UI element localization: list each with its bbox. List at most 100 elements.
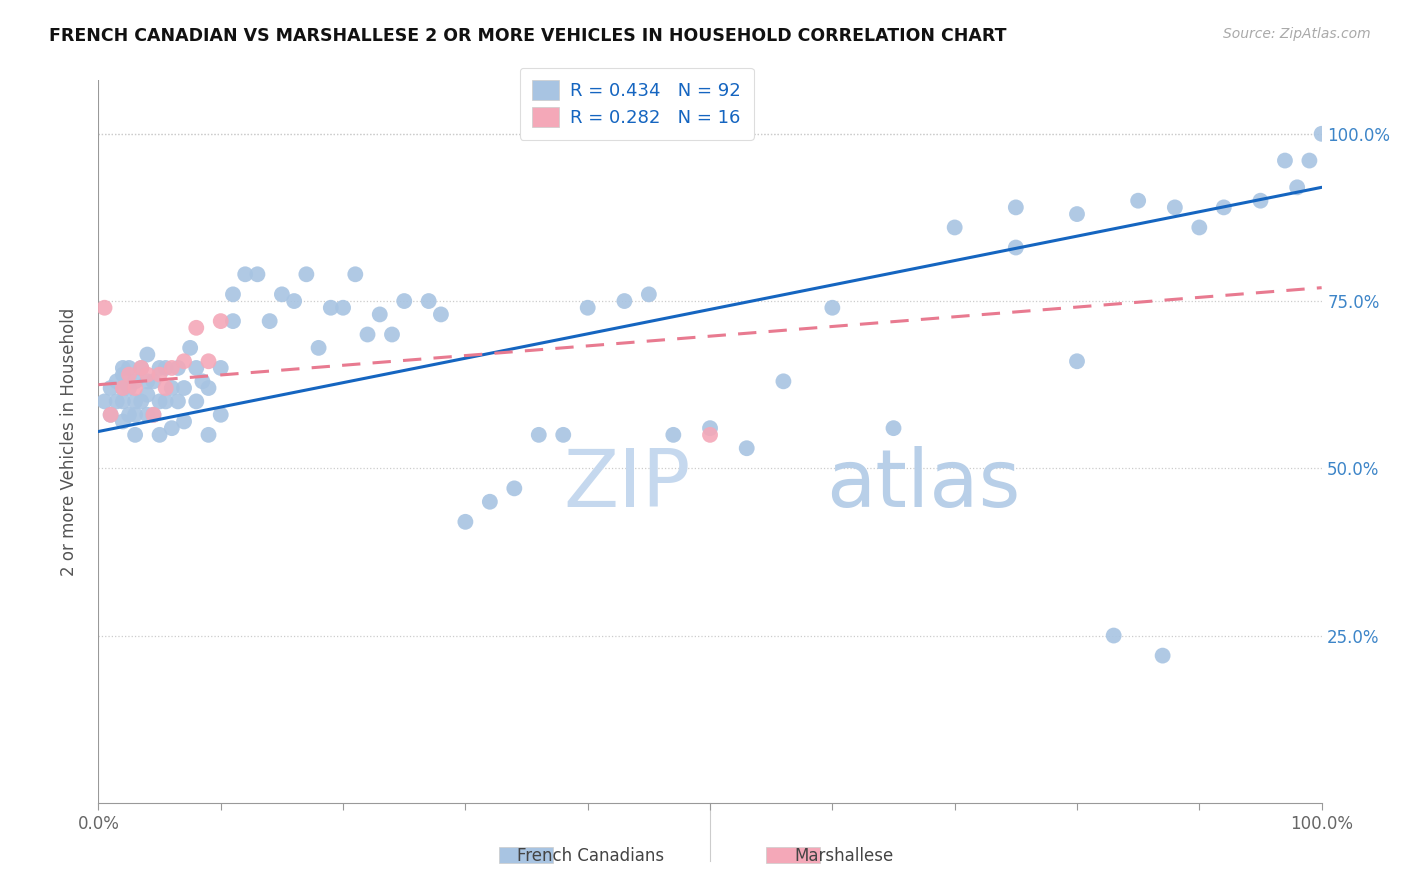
Point xyxy=(735,442,758,455)
Point xyxy=(1286,180,1309,194)
Y-axis label: 2 or more Vehicles in Household: 2 or more Vehicles in Household xyxy=(59,308,77,575)
Text: FRENCH CANADIAN VS MARSHALLESE 2 OR MORE VEHICLES IN HOUSEHOLD CORRELATION CHART: FRENCH CANADIAN VS MARSHALLESE 2 OR MORE… xyxy=(49,27,1007,45)
Point xyxy=(111,414,134,429)
Point xyxy=(883,421,905,435)
Point xyxy=(270,287,294,301)
Point xyxy=(100,381,122,395)
Point xyxy=(142,408,165,422)
Point xyxy=(1152,648,1174,663)
Point xyxy=(943,220,966,235)
Point xyxy=(93,301,115,315)
Point xyxy=(699,421,721,435)
Point xyxy=(1004,201,1026,215)
Point xyxy=(124,381,146,395)
Point xyxy=(430,307,453,322)
Point xyxy=(1102,628,1125,642)
Legend: R = 0.434   N = 92, R = 0.282   N = 16: R = 0.434 N = 92, R = 0.282 N = 16 xyxy=(520,68,754,140)
Point xyxy=(118,408,141,422)
Point xyxy=(527,427,550,442)
Point xyxy=(613,294,636,309)
Point xyxy=(167,361,190,376)
Point xyxy=(553,427,575,442)
Point xyxy=(1298,153,1320,168)
Point xyxy=(1310,127,1333,141)
Text: Source: ZipAtlas.com: Source: ZipAtlas.com xyxy=(1223,27,1371,41)
Point xyxy=(160,421,183,435)
Point xyxy=(209,314,232,328)
Point xyxy=(105,394,128,409)
Point xyxy=(209,408,232,422)
Point xyxy=(186,394,208,409)
Point xyxy=(319,301,342,315)
Point xyxy=(179,341,201,355)
Point xyxy=(295,268,318,282)
Point xyxy=(100,408,122,422)
Point xyxy=(124,408,146,422)
Point xyxy=(142,408,165,422)
Point xyxy=(129,361,152,376)
Point xyxy=(142,375,165,389)
Point xyxy=(124,375,146,389)
Point xyxy=(155,361,177,376)
Point xyxy=(155,381,177,395)
Point xyxy=(173,381,195,395)
Point xyxy=(821,301,844,315)
Point xyxy=(191,375,214,389)
Point xyxy=(576,301,599,315)
Point xyxy=(259,314,281,328)
Point xyxy=(332,301,354,315)
Point xyxy=(167,394,190,409)
Point xyxy=(209,361,232,376)
Point xyxy=(1066,207,1088,221)
Point xyxy=(155,394,177,409)
Point xyxy=(129,394,152,409)
Point xyxy=(111,361,134,376)
Point xyxy=(118,381,141,395)
Point xyxy=(173,354,195,368)
Text: French Canadians: French Canadians xyxy=(517,847,664,865)
Point xyxy=(149,361,172,376)
Point xyxy=(186,321,208,335)
Point xyxy=(124,394,146,409)
Text: atlas: atlas xyxy=(827,446,1021,524)
Point xyxy=(160,381,183,395)
Point xyxy=(662,427,685,442)
Point xyxy=(124,427,146,442)
Point xyxy=(136,387,159,401)
Point xyxy=(478,494,501,508)
Point xyxy=(222,314,245,328)
Point xyxy=(356,327,378,342)
Point xyxy=(772,375,794,389)
Point xyxy=(111,394,134,409)
Point xyxy=(136,375,159,389)
Point xyxy=(1066,354,1088,368)
Point xyxy=(283,294,305,309)
Point xyxy=(93,394,115,409)
Point xyxy=(149,394,172,409)
Point xyxy=(197,381,219,395)
Text: Marshallese: Marshallese xyxy=(794,847,893,865)
Point xyxy=(186,361,208,376)
Point xyxy=(454,515,477,529)
Point xyxy=(149,368,172,382)
Point xyxy=(100,408,122,422)
Point xyxy=(246,268,269,282)
Point xyxy=(392,294,416,309)
Point xyxy=(1164,201,1187,215)
Point xyxy=(136,368,159,382)
Point xyxy=(111,381,134,395)
Point xyxy=(197,427,219,442)
Point xyxy=(1004,241,1026,255)
Point xyxy=(637,287,661,301)
Point xyxy=(149,427,172,442)
Point xyxy=(699,427,721,442)
Text: ZIP: ZIP xyxy=(564,446,690,524)
Point xyxy=(118,361,141,376)
Point xyxy=(1249,194,1271,208)
Point xyxy=(503,482,526,496)
Point xyxy=(173,414,195,429)
Point xyxy=(129,361,152,376)
Point xyxy=(1212,201,1234,215)
Point xyxy=(136,348,159,362)
Point xyxy=(1274,153,1296,168)
